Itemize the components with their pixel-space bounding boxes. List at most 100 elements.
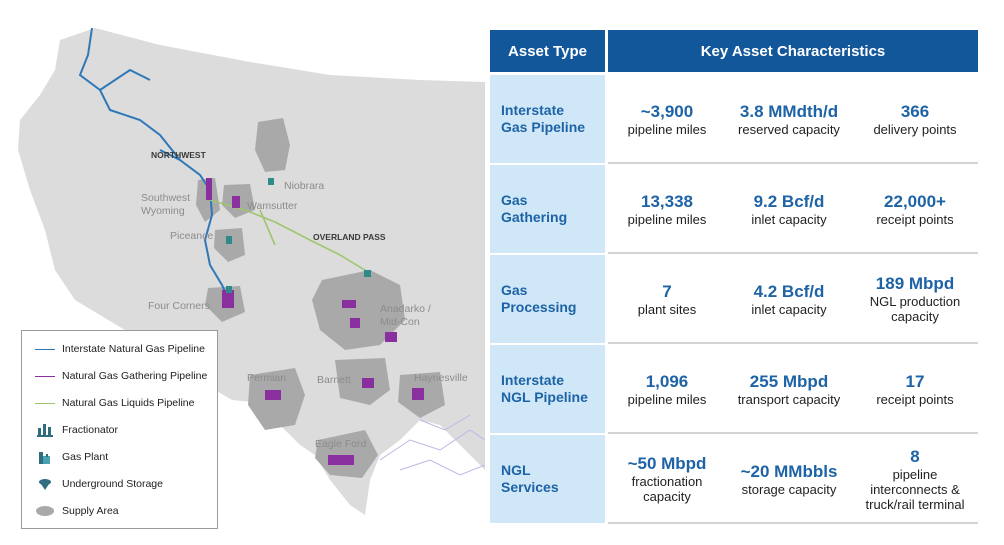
characteristic-description: pipeline miles: [627, 211, 707, 227]
characteristic-description: pipeline miles: [627, 391, 707, 407]
asset-type-text: NGL Services: [501, 462, 559, 495]
characteristic-cell: ~20 MMbbls storage capacity: [726, 435, 852, 523]
fractionator-icon: [34, 422, 56, 438]
supply-area-eagle-ford: [315, 430, 378, 478]
characteristic-cell: 9.2 Bcf/d inlet capacity: [726, 165, 852, 253]
purple-line-icon: [34, 368, 56, 384]
characteristic-description: NGL production capacity: [869, 294, 961, 324]
characteristic-value: 8: [910, 446, 920, 466]
interstate-gas-pipeline: [78, 27, 229, 299]
legend-label: Natural Gas Liquids Pipeline: [62, 397, 195, 409]
map-label-overland-pass: OVERLAND PASS: [313, 232, 386, 242]
legend-label: Gas Plant: [62, 451, 109, 463]
facility-markers: [226, 178, 371, 293]
map-label-barnett: Barnett: [317, 374, 351, 386]
legend-item: Interstate Natural Gas Pipeline: [34, 341, 205, 357]
legend-item: Natural Gas Gathering Pipeline: [34, 368, 207, 384]
supply-areas: [196, 118, 445, 478]
row-divider: [608, 342, 978, 344]
characteristic-value: 189 Mbpd: [875, 274, 955, 293]
green-line-icon: [34, 395, 56, 411]
row-characteristics: 1,096 pipeline miles 255 Mbpd transport cap…: [608, 345, 978, 433]
legend-label: Fractionator: [62, 424, 119, 436]
row-divider: [608, 252, 978, 254]
characteristic-cell: 22,000+ receipt points: [852, 165, 978, 253]
map-label-permian: Permian: [247, 372, 286, 384]
characteristic-description: fractionation capacity: [631, 474, 703, 504]
blue-line-icon: [34, 341, 56, 357]
map-label-southwest-wyoming-line1: Southwest: [141, 192, 190, 204]
characteristic-description: reserved capacity: [738, 121, 840, 137]
asset-type-text: Interstate Gas Pipeline: [501, 102, 586, 135]
characteristic-cell: 8 pipeline interconnects & truck/rail ter…: [852, 435, 978, 523]
map-label-northwest: NORTHWEST: [151, 150, 207, 160]
asset-type-text: Interstate NGL Pipeline: [501, 372, 588, 405]
characteristic-cell: 17 receipt points: [852, 345, 978, 433]
legend-item: Gas Plant: [34, 449, 108, 465]
row-characteristics: ~50 Mbpd fractionation capacity ~20 MMbbls…: [608, 435, 978, 523]
legend-item: Fractionator: [34, 422, 118, 438]
characteristic-description: receipt points: [876, 391, 954, 407]
supply-area-piceance: [214, 228, 245, 262]
characteristic-description: pipeline interconnects & truck/rail term…: [865, 466, 965, 512]
map-label-four-corners: Four Corners: [148, 300, 210, 312]
table-row: Gas Processing 7 plant sites 4.2 Bcf/d inlet…: [490, 255, 978, 344]
table-row: Interstate NGL Pipeline 1,096 pipeline mil…: [490, 345, 978, 434]
asset-type-label: Gas Gathering: [490, 165, 605, 253]
characteristic-description: transport capacity: [737, 391, 841, 407]
underground-storage-icon: [34, 476, 56, 492]
legend-item: Natural Gas Liquids Pipeline: [34, 395, 195, 411]
legend-label: Natural Gas Gathering Pipeline: [62, 370, 208, 382]
asset-type-label: Interstate NGL Pipeline: [490, 345, 605, 433]
legend-label: Underground Storage: [62, 478, 163, 490]
characteristic-value: ~3,900: [640, 101, 694, 121]
header-asset-type: Asset Type: [490, 30, 605, 72]
gas-plant-icon: [34, 449, 56, 465]
map-label-niobrara: Niobrara: [284, 180, 324, 192]
map-label-southwest-wyoming: Southwest Wyoming: [141, 192, 193, 217]
row-characteristics: 13,338 pipeline miles 9.2 Bcf/d inlet capac…: [608, 165, 978, 253]
table-row: Interstate Gas Pipeline ~3,900 pipeline mi…: [490, 75, 978, 164]
map-label-southwest-wyoming-line2: Wyoming: [141, 205, 185, 217]
map-legend: Interstate Natural Gas Pipeline Natural …: [21, 330, 218, 529]
table-row: NGL Services ~50 Mbpd fractionation capaci…: [490, 435, 978, 524]
characteristic-cell: ~50 Mbpd fractionation capacity: [608, 435, 726, 523]
characteristic-value: 22,000+: [884, 191, 946, 211]
characteristic-value: 366: [900, 101, 930, 121]
characteristic-description: receipt points: [876, 211, 954, 227]
asset-type-label: NGL Services: [490, 435, 605, 523]
other-pipelines: [379, 414, 485, 476]
map-label-haynesville: Haynesville: [414, 372, 468, 384]
characteristic-cell: ~3,900 pipeline miles: [608, 75, 726, 163]
legend-item: Supply Area: [34, 503, 119, 519]
characteristic-description: inlet capacity: [751, 301, 827, 317]
characteristic-description: delivery points: [873, 121, 957, 137]
characteristic-value: 1,096: [645, 371, 689, 391]
row-characteristics: ~3,900 pipeline miles 3.8 MMdth/d reserved …: [608, 75, 978, 163]
map-label-eagle-ford: Eagle Ford: [315, 438, 367, 450]
characteristic-cell: 255 Mbpd transport capacity: [726, 345, 852, 433]
characteristic-value: 4.2 Bcf/d: [753, 281, 825, 301]
characteristic-value: 3.8 MMdth/d: [739, 101, 839, 121]
map-label-anadarko-line1: Anadarko /: [380, 303, 431, 315]
asset-type-text: Gas Gathering: [501, 192, 568, 225]
characteristic-description: pipeline miles: [627, 121, 707, 137]
characteristic-value: 255 Mbpd: [749, 371, 829, 391]
characteristic-description: storage capacity: [741, 481, 837, 497]
row-divider: [608, 432, 978, 434]
gathering-pipelines: [206, 178, 424, 465]
characteristic-description: plant sites: [637, 301, 697, 317]
characteristic-description: inlet capacity: [751, 211, 827, 227]
characteristic-cell: 13,338 pipeline miles: [608, 165, 726, 253]
characteristic-value: 13,338: [641, 191, 693, 211]
characteristic-value: 9.2 Bcf/d: [753, 191, 825, 211]
us-map-graphic: NORTHWEST Southwest Wyoming Niobrara Wam…: [18, 27, 485, 515]
characteristic-cell: 1,096 pipeline miles: [608, 345, 726, 433]
characteristic-value: 7: [662, 281, 672, 301]
characteristic-cell: 7 plant sites: [608, 255, 726, 343]
characteristic-cell: 189 Mbpd NGL production capacity: [852, 255, 978, 343]
asset-type-text: Gas Processing: [501, 282, 577, 315]
legend-label: Interstate Natural Gas Pipeline: [62, 343, 205, 355]
map-label-anadarko-line2: Mid-Con: [380, 316, 420, 328]
characteristic-cell: 4.2 Bcf/d inlet capacity: [726, 255, 852, 343]
